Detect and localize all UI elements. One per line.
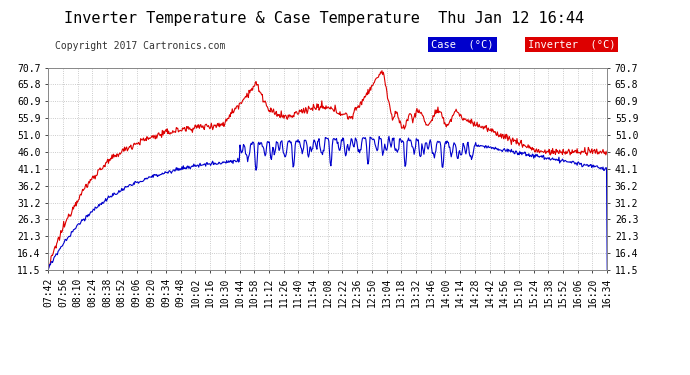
Text: Copyright 2017 Cartronics.com: Copyright 2017 Cartronics.com [55, 41, 226, 51]
Text: Inverter  (°C): Inverter (°C) [528, 39, 615, 50]
Text: Case  (°C): Case (°C) [431, 39, 494, 50]
Text: Inverter Temperature & Case Temperature  Thu Jan 12 16:44: Inverter Temperature & Case Temperature … [64, 11, 584, 26]
